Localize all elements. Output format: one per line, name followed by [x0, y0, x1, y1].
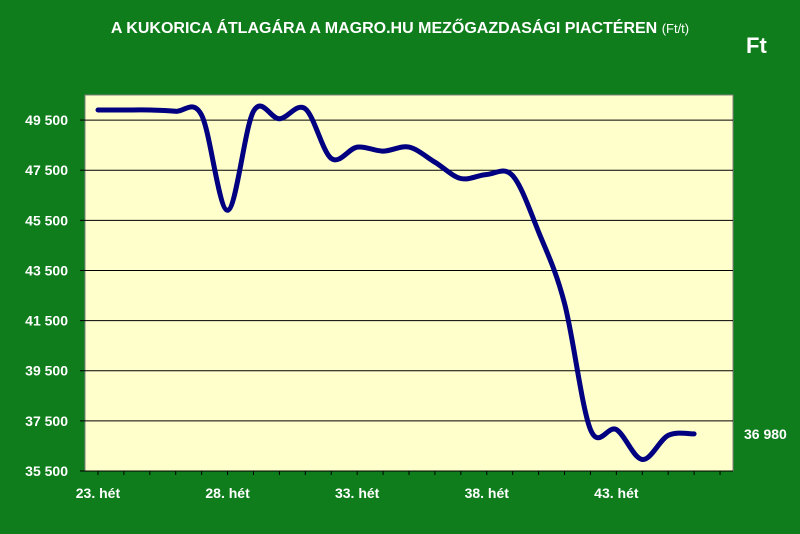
y-tick-label: 43 500: [25, 262, 68, 278]
y-tick-label: 47 500: [25, 162, 68, 178]
x-tick-label: 33. hét: [335, 485, 380, 501]
y-tick-label: 37 500: [25, 413, 68, 429]
y-tick-label: 45 500: [25, 212, 68, 228]
price-series-line: [95, 103, 697, 462]
plot-area: [84, 94, 734, 472]
x-tick-label: 23. hét: [76, 485, 121, 501]
y-tick-label: 49 500: [25, 112, 68, 128]
x-tick-label: 43. hét: [594, 485, 639, 501]
last-value-label: 36 980: [744, 426, 787, 442]
chart-title-unit: (Ft/t): [661, 21, 690, 36]
chart-title-text: A KUKORICA ÁTLAGÁRA A MAGRO.HU MEZŐGAZDA…: [110, 20, 658, 37]
chart-title: A KUKORICA ÁTLAGÁRA A MAGRO.HU MEZŐGAZDA…: [0, 20, 800, 38]
y-unit-label: Ft: [746, 33, 767, 58]
y-tick-label: 35 500: [25, 463, 68, 479]
y-tick-label: 41 500: [25, 313, 68, 329]
y-tick-label: 39 500: [25, 363, 68, 379]
x-tick-label: 28. hét: [205, 485, 250, 501]
x-tick-label: 38. hét: [465, 485, 510, 501]
